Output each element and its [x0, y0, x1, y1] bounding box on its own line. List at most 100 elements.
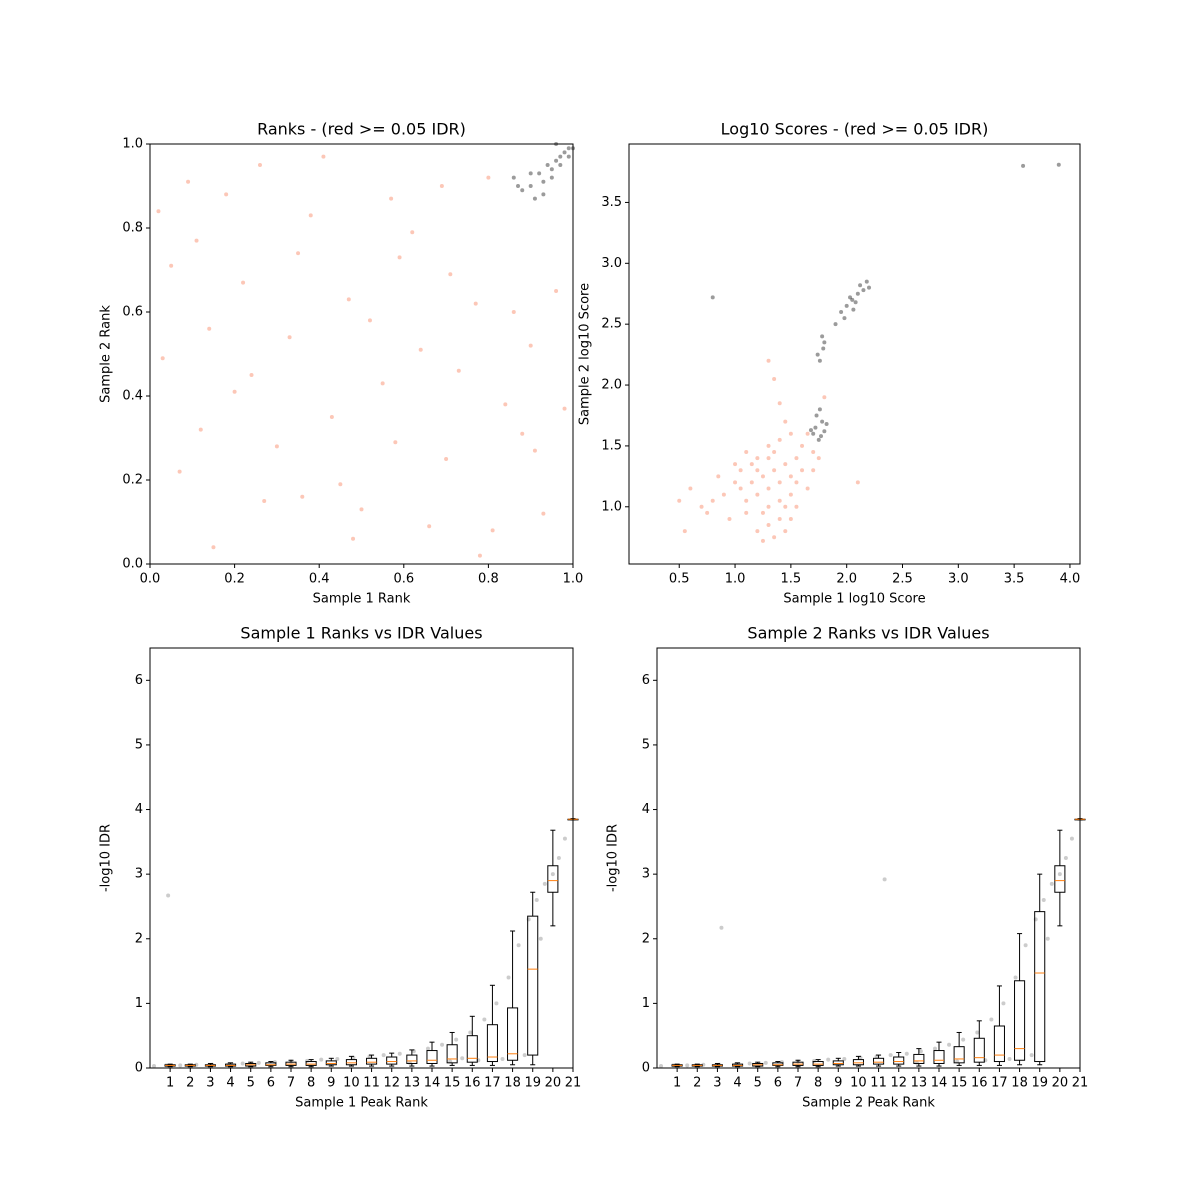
x-tick-label: 6 [267, 1076, 275, 1091]
point [719, 925, 724, 930]
point [287, 335, 292, 340]
point [1056, 162, 1061, 167]
box [265, 1062, 277, 1066]
point [528, 343, 533, 348]
point [511, 175, 516, 180]
x-tick-label: 4.0 [1060, 572, 1081, 587]
point [407, 1060, 412, 1065]
point [556, 856, 561, 860]
y-tick-label: 6 [642, 673, 650, 688]
y-axis-label: Sample 2 Rank [99, 305, 114, 403]
x-tick-label: 19 [1031, 1076, 1048, 1091]
x-tick-label: 0.4 [309, 572, 330, 587]
point [772, 535, 777, 540]
x-tick-label: 5 [247, 1076, 255, 1091]
point [169, 263, 174, 268]
x-tick-label: 2.5 [892, 572, 913, 587]
point [329, 415, 334, 419]
point [335, 1056, 340, 1061]
point [240, 1061, 245, 1066]
point [788, 492, 793, 497]
point [961, 1037, 966, 1042]
box [893, 1056, 905, 1065]
point [554, 158, 559, 163]
point [549, 175, 554, 180]
point [545, 163, 550, 167]
point [338, 482, 343, 487]
x-tick-label: 16 [971, 1076, 988, 1091]
point [166, 893, 171, 898]
point [738, 486, 743, 491]
point [822, 429, 827, 434]
point [177, 469, 182, 474]
point [808, 428, 813, 433]
point [819, 434, 824, 439]
point [826, 1057, 831, 1062]
y-tick-label: 0.2 [122, 473, 143, 488]
x-tick-label: 13 [404, 1076, 421, 1091]
x-tick-label: 3.0 [948, 572, 969, 587]
point [538, 936, 543, 941]
x-axis-label: Sample 1 log10 Score [783, 592, 925, 607]
x-axis-label: Sample 1 Rank [313, 592, 411, 607]
point [522, 1053, 527, 1058]
point [800, 468, 805, 473]
box [873, 1057, 885, 1065]
point [232, 389, 237, 394]
point [821, 346, 826, 351]
point [777, 516, 782, 521]
point [811, 431, 816, 436]
x-tick-label: 14 [931, 1076, 948, 1091]
point [815, 352, 820, 357]
point [490, 528, 495, 533]
y-tick-label: 2 [642, 931, 650, 946]
point [855, 291, 860, 296]
point [257, 163, 262, 167]
point [566, 154, 571, 159]
y-tick-label: 3 [135, 867, 143, 882]
y-tick-label: 0.8 [122, 221, 143, 236]
x-tick-label: 2.0 [836, 572, 857, 587]
point [351, 536, 356, 541]
point [839, 310, 844, 314]
x-tick-label: 16 [464, 1076, 481, 1091]
box [772, 1062, 784, 1066]
point [699, 504, 704, 509]
x-tick-label: 10 [850, 1076, 867, 1091]
box [993, 1025, 1005, 1063]
x-tick-label: 0.8 [478, 572, 499, 587]
point [975, 1030, 980, 1035]
point [224, 192, 229, 197]
point [198, 427, 203, 432]
point [440, 1042, 445, 1047]
box [446, 1044, 458, 1064]
point [211, 545, 216, 550]
box [507, 1007, 519, 1061]
point [397, 1051, 402, 1056]
x-tick-label: 1 [673, 1076, 681, 1091]
point [537, 171, 542, 176]
point [542, 881, 547, 886]
point [733, 462, 738, 467]
box [386, 1056, 398, 1065]
x-tick-label: 17 [484, 1076, 501, 1091]
x-tick-label: 9 [327, 1076, 335, 1091]
panel-title: Sample 2 Ranks vs IDR Values [747, 624, 989, 643]
point [820, 419, 825, 424]
point [1057, 872, 1062, 877]
box [345, 1059, 357, 1066]
point [534, 898, 539, 902]
point [410, 230, 415, 235]
point [760, 474, 765, 479]
point [444, 457, 449, 461]
point [506, 975, 511, 980]
point [882, 877, 887, 882]
x-tick-label: 10 [343, 1076, 360, 1091]
point [418, 347, 423, 352]
x-tick-label: 19 [524, 1076, 541, 1091]
point [520, 188, 525, 193]
point [207, 326, 212, 331]
point [842, 1056, 847, 1061]
point [516, 184, 521, 188]
point [816, 456, 821, 461]
